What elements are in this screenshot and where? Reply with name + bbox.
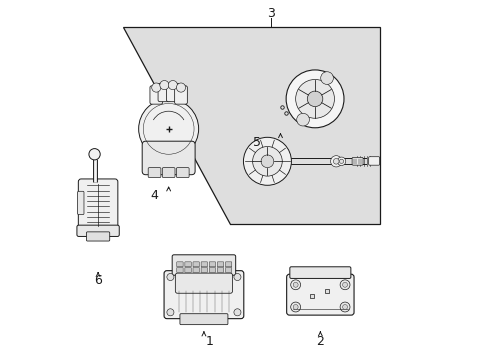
Circle shape [306,91,322,107]
FancyBboxPatch shape [201,267,207,273]
Circle shape [342,305,347,310]
Circle shape [290,280,300,290]
Text: 1: 1 [205,335,213,348]
FancyBboxPatch shape [201,262,207,267]
FancyBboxPatch shape [184,267,191,273]
Text: 5: 5 [252,136,260,149]
FancyBboxPatch shape [77,225,119,237]
Circle shape [330,156,341,167]
FancyBboxPatch shape [368,157,379,165]
FancyBboxPatch shape [209,262,215,267]
FancyBboxPatch shape [166,83,179,102]
Circle shape [339,159,343,163]
FancyBboxPatch shape [209,267,215,273]
Circle shape [139,99,198,159]
FancyBboxPatch shape [172,255,235,275]
FancyBboxPatch shape [86,232,109,241]
Text: 2: 2 [316,335,324,348]
Circle shape [320,72,333,85]
Circle shape [160,81,169,90]
FancyBboxPatch shape [217,267,223,273]
FancyBboxPatch shape [193,267,199,273]
Circle shape [337,157,345,166]
Circle shape [176,83,185,92]
Polygon shape [122,27,380,224]
Circle shape [166,309,174,316]
FancyBboxPatch shape [289,267,350,278]
Circle shape [233,274,241,280]
FancyBboxPatch shape [164,271,244,319]
FancyBboxPatch shape [193,262,199,267]
FancyBboxPatch shape [158,83,170,102]
Circle shape [261,155,273,168]
Circle shape [340,302,349,312]
FancyBboxPatch shape [286,274,353,315]
Text: 3: 3 [266,7,274,20]
Circle shape [233,309,241,316]
Circle shape [151,83,161,92]
Circle shape [89,149,100,160]
FancyBboxPatch shape [225,267,231,273]
FancyBboxPatch shape [142,141,195,175]
FancyBboxPatch shape [184,262,191,267]
Text: 6: 6 [94,274,102,287]
FancyBboxPatch shape [78,179,118,232]
Circle shape [290,302,300,312]
FancyBboxPatch shape [78,191,84,215]
Circle shape [293,282,298,287]
Circle shape [333,158,338,164]
Circle shape [285,70,343,128]
Circle shape [340,280,349,290]
Circle shape [296,113,309,126]
Circle shape [243,137,291,185]
Circle shape [168,81,177,90]
FancyBboxPatch shape [150,86,163,104]
Circle shape [295,80,334,118]
Circle shape [252,147,282,176]
FancyBboxPatch shape [148,168,161,177]
FancyBboxPatch shape [174,86,187,104]
FancyBboxPatch shape [225,262,231,267]
Circle shape [342,282,347,287]
FancyBboxPatch shape [180,314,227,325]
FancyBboxPatch shape [162,168,175,177]
FancyBboxPatch shape [176,262,183,267]
FancyBboxPatch shape [351,157,362,165]
Circle shape [293,305,298,310]
FancyBboxPatch shape [176,168,189,177]
FancyBboxPatch shape [175,273,232,293]
FancyBboxPatch shape [217,262,223,267]
Circle shape [166,274,174,280]
Text: 4: 4 [150,189,158,202]
FancyBboxPatch shape [176,267,183,273]
